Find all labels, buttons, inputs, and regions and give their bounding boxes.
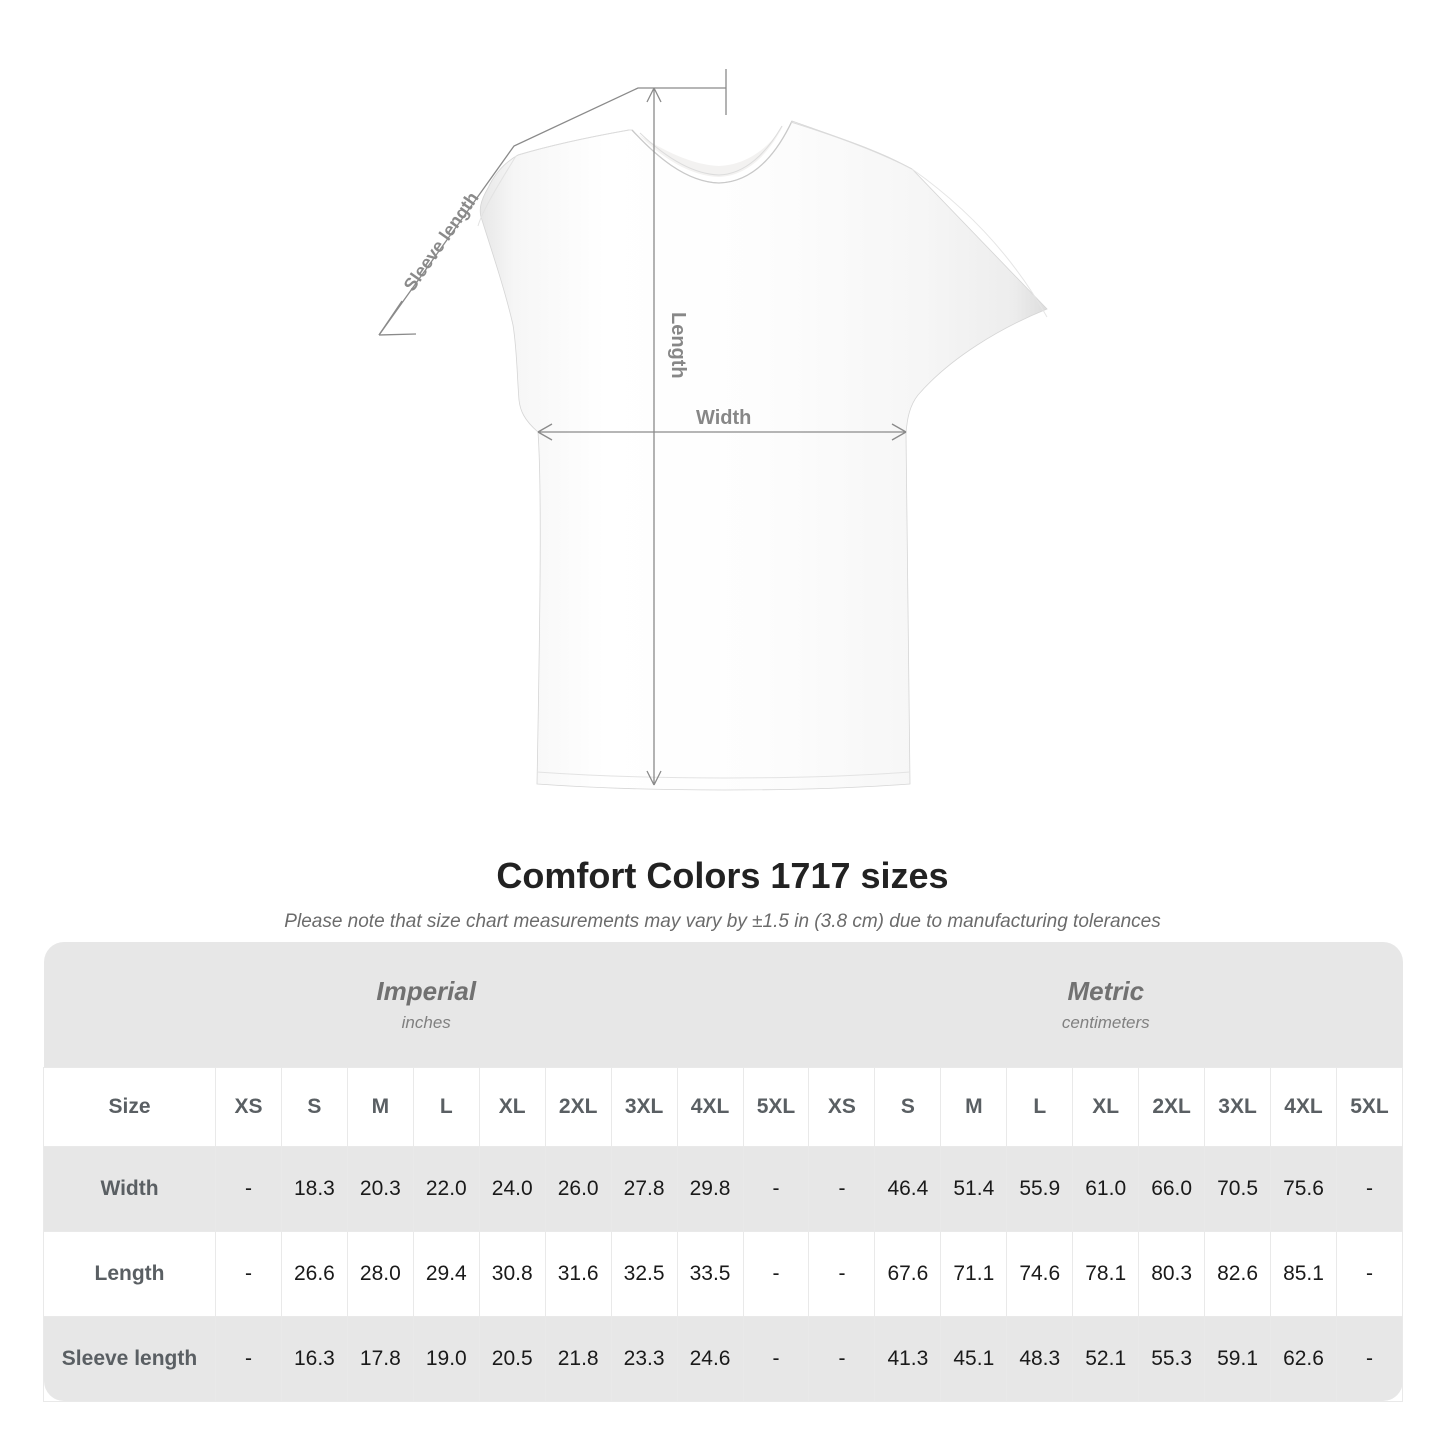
svg-text:Sleeve length: Sleeve length bbox=[400, 188, 483, 295]
svg-text:Length: Length bbox=[667, 312, 689, 379]
svg-text:Width: Width bbox=[696, 407, 751, 429]
